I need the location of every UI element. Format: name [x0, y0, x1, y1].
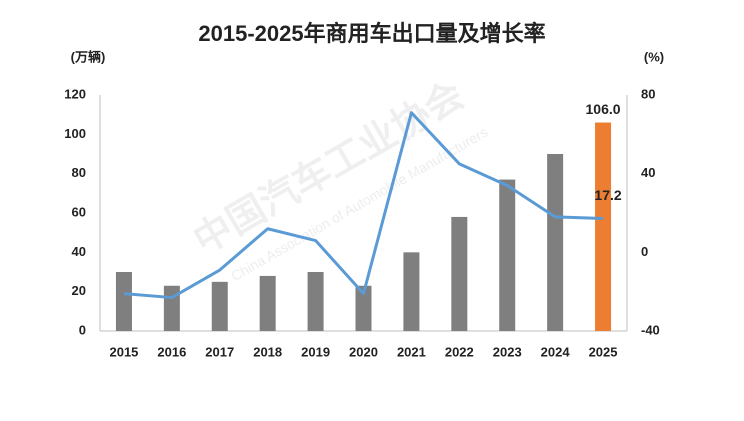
y-tick-label: 120: [64, 86, 86, 101]
x-tick-label: 2021: [397, 344, 426, 359]
y-tick-label: 100: [64, 126, 86, 141]
bar: [163, 285, 180, 331]
x-tick-label: 2025: [589, 344, 618, 359]
y-tick-label: 60: [72, 204, 86, 219]
x-tick-label: 2019: [301, 344, 330, 359]
y2-tick-label: 80: [641, 86, 655, 101]
y2-tick-label: 40: [641, 165, 655, 180]
bar: [211, 281, 228, 331]
data-label: 17.2: [594, 187, 621, 203]
y-tick-label: 20: [72, 283, 86, 298]
y2-tick-label: -40: [641, 322, 660, 337]
y-tick-label: 40: [72, 244, 86, 259]
x-tick-label: 2022: [445, 344, 474, 359]
bar: [547, 154, 564, 331]
x-tick-label: 2024: [541, 344, 571, 359]
chart-title: 2015-2025年商用车出口量及增长率: [198, 21, 545, 46]
bar: [451, 216, 468, 331]
y2-tick-label: 0: [641, 244, 648, 259]
x-tick-label: 2015: [109, 344, 138, 359]
data-label: 106.0: [586, 101, 621, 117]
bar: [355, 285, 372, 331]
y-tick-label: 0: [79, 322, 86, 337]
x-tick-label: 2020: [349, 344, 378, 359]
bar: [499, 179, 516, 331]
y2-axis-label: (%): [644, 49, 664, 64]
x-tick-label: 2016: [157, 344, 186, 359]
x-tick-label: 2018: [253, 344, 282, 359]
line: [123, 111, 604, 300]
bar: [115, 272, 132, 331]
bar: [259, 275, 276, 331]
y-tick-label: 80: [72, 165, 86, 180]
x-tick-label: 2023: [493, 344, 522, 359]
bar: [307, 272, 324, 331]
bar: [595, 122, 612, 332]
x-tick-label: 2017: [205, 344, 234, 359]
bar: [403, 252, 420, 331]
y-axis-label: (万辆): [71, 49, 106, 64]
